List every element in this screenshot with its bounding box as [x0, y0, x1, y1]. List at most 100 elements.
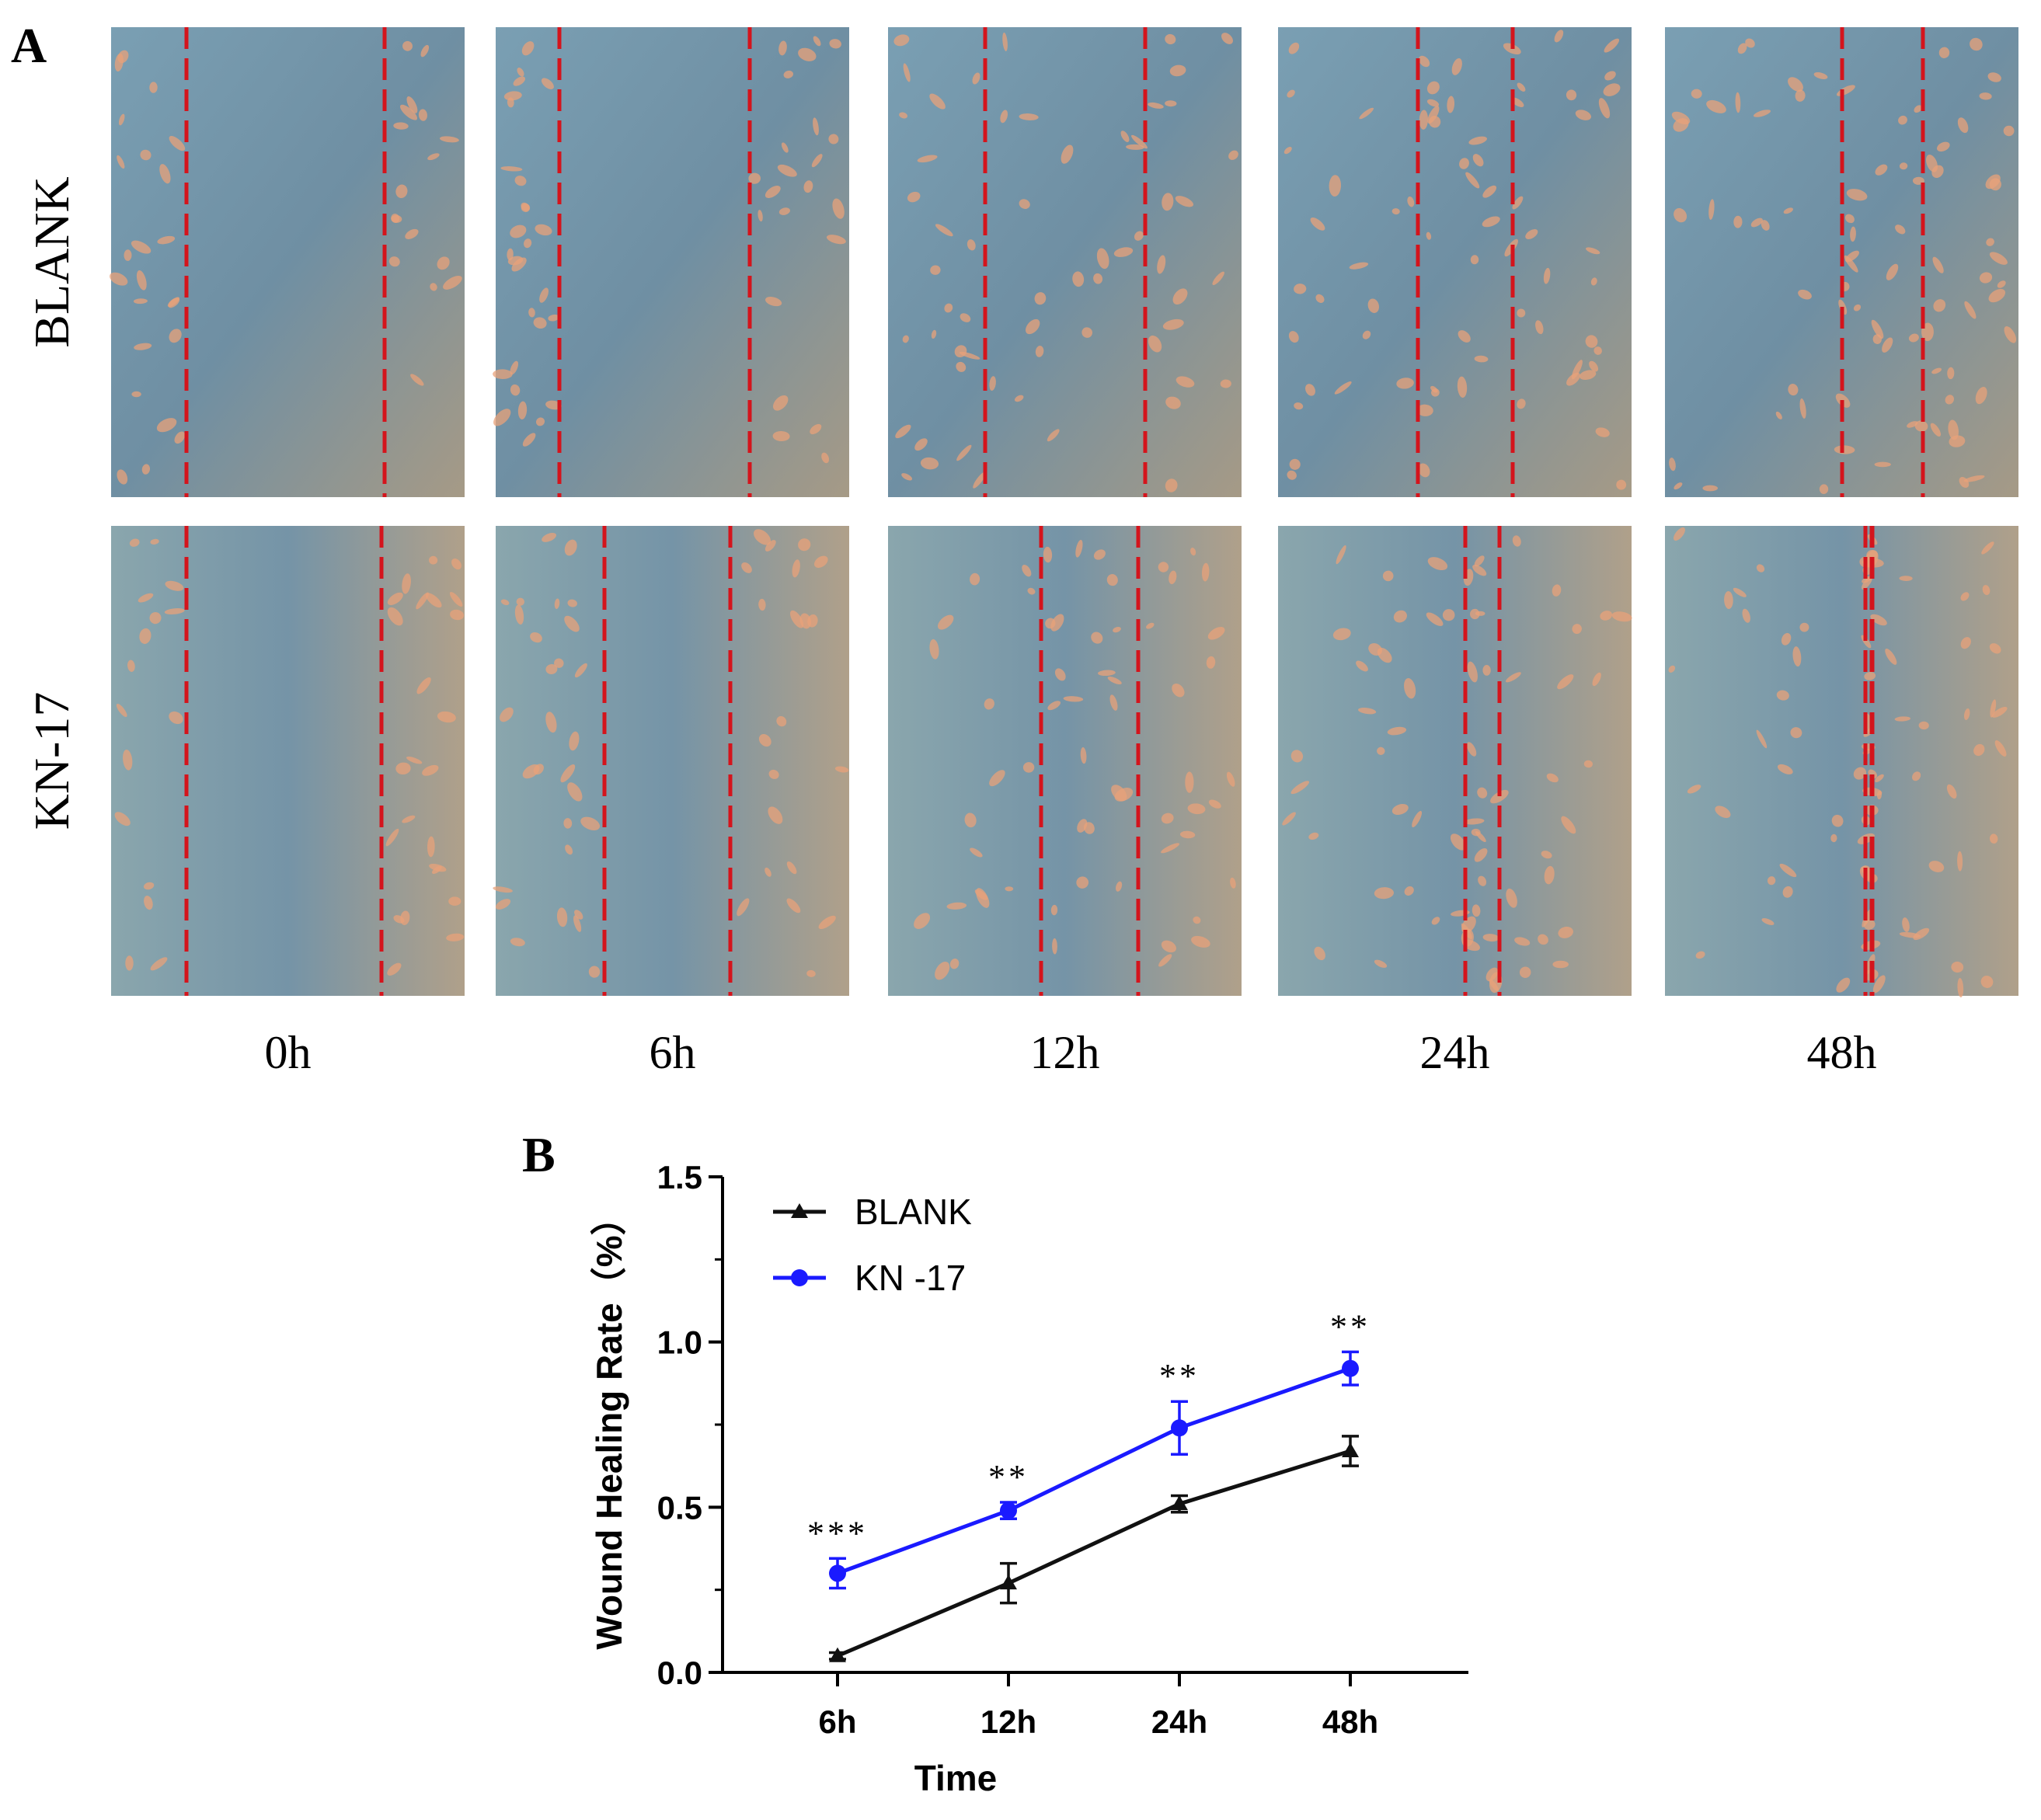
data-point	[1342, 1359, 1359, 1377]
cell	[758, 598, 766, 611]
cell	[1161, 940, 1176, 953]
cell	[1907, 421, 1918, 428]
cell	[826, 235, 846, 245]
cell	[554, 598, 560, 609]
cell	[1290, 781, 1310, 795]
cell	[1695, 951, 1705, 959]
cell	[1756, 564, 1765, 572]
cell	[1148, 102, 1164, 109]
cell	[1997, 280, 2006, 288]
cell	[1169, 570, 1177, 585]
cell	[1875, 774, 1884, 783]
micrograph-background	[1665, 526, 2018, 996]
cell	[1412, 810, 1423, 828]
cell	[1185, 771, 1194, 793]
cell	[1795, 89, 1806, 102]
cell	[1146, 622, 1155, 629]
cell	[1054, 668, 1066, 681]
cell	[783, 70, 794, 78]
cell	[1310, 217, 1325, 231]
cell	[150, 957, 168, 971]
cell	[169, 136, 186, 151]
cell	[1047, 701, 1061, 711]
cell	[1895, 224, 1906, 235]
cell	[1512, 535, 1521, 547]
cell	[1116, 881, 1123, 892]
cell	[1964, 301, 1977, 319]
cell	[541, 78, 554, 89]
cell	[1404, 886, 1414, 896]
cell	[754, 529, 771, 545]
cell	[1517, 82, 1526, 92]
cell	[387, 592, 403, 605]
cell	[1442, 609, 1455, 621]
cell	[1687, 785, 1701, 794]
cell	[1161, 813, 1174, 824]
cell	[1393, 610, 1407, 623]
cell	[1963, 708, 1970, 720]
cell	[131, 240, 152, 254]
cell	[1490, 789, 1509, 804]
cell	[931, 329, 937, 339]
cell	[1525, 229, 1538, 239]
cell	[500, 707, 514, 722]
cell	[1566, 89, 1577, 101]
cell	[1914, 420, 1928, 432]
cell	[521, 41, 535, 56]
cell	[1465, 172, 1480, 189]
cell	[385, 828, 399, 847]
cell	[1478, 875, 1487, 886]
cell	[1019, 199, 1030, 209]
cell	[542, 532, 557, 542]
cell	[1206, 656, 1216, 669]
cell	[1918, 721, 1929, 730]
cell	[1208, 799, 1221, 809]
micrograph-background	[888, 27, 1242, 497]
cell	[1558, 926, 1573, 938]
cell	[165, 580, 184, 591]
cell	[1482, 216, 1500, 228]
cell	[935, 224, 953, 237]
cell	[2003, 125, 2015, 137]
cell	[159, 164, 171, 184]
cell	[1505, 672, 1521, 683]
data-point	[829, 1564, 846, 1582]
cell	[1226, 771, 1235, 787]
cell	[1472, 565, 1487, 576]
cell	[1788, 77, 1803, 92]
data-point	[1342, 1442, 1359, 1458]
cell	[1538, 934, 1548, 945]
cell	[1870, 614, 1887, 626]
cell	[150, 538, 159, 545]
cell	[1043, 546, 1053, 563]
cell	[422, 764, 439, 776]
cell	[813, 36, 821, 47]
significance-mark: ***	[807, 1514, 868, 1552]
cell	[1308, 832, 1319, 840]
cell	[1668, 665, 1676, 673]
cell	[1519, 966, 1531, 978]
cell	[1989, 833, 1998, 844]
cell	[1458, 330, 1471, 343]
cell	[1175, 196, 1194, 207]
cell	[127, 659, 135, 672]
cell	[956, 444, 972, 461]
y-tick-label: 1.0	[657, 1324, 702, 1361]
cell	[748, 172, 761, 184]
cell	[1157, 255, 1166, 274]
cell	[449, 592, 463, 607]
cell	[164, 607, 185, 615]
cell	[1535, 320, 1544, 335]
cell	[1374, 959, 1388, 968]
cell	[790, 610, 804, 628]
cell	[1162, 193, 1174, 211]
cell	[1469, 608, 1480, 620]
cell	[1336, 545, 1346, 565]
cell	[935, 961, 950, 980]
cell	[1598, 98, 1611, 119]
cell	[1172, 288, 1188, 305]
cell	[1782, 886, 1793, 898]
cell	[1834, 445, 1855, 454]
cell	[949, 958, 960, 969]
cell	[410, 374, 424, 386]
